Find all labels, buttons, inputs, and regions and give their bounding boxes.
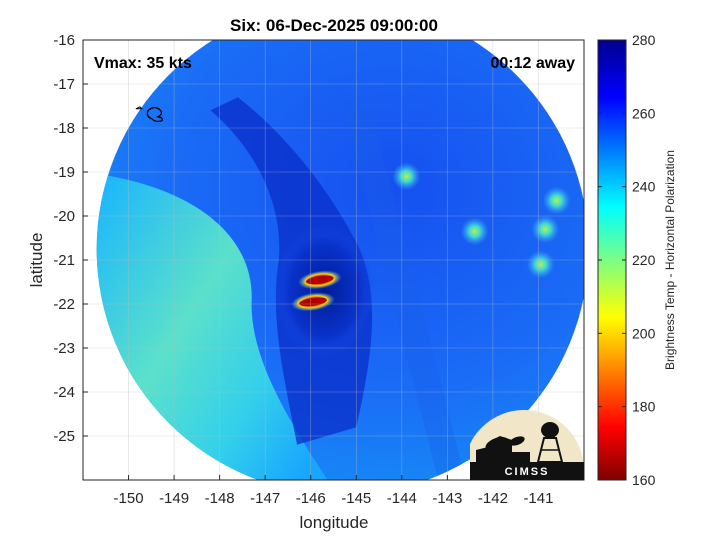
cloud-band-cell-2 — [531, 215, 560, 244]
y-tick-label: -25 — [53, 428, 75, 445]
x-tick-labels: -150 -149 -148 -147 -146 -145 -144 -143 -142 -141 — [114, 475, 553, 507]
colorbar-tick-label: 280 — [632, 32, 656, 48]
y-tick-label: -23 — [53, 340, 75, 357]
eyewall-convection-north-core — [305, 275, 334, 285]
logo-text: CIMSS — [505, 466, 550, 478]
dark-core — [274, 224, 375, 357]
logo-watertank-icon — [541, 422, 559, 438]
x-tick-label: -148 — [205, 490, 235, 507]
cloud-band-cell-1 — [526, 250, 555, 279]
logo-dish-icon — [485, 437, 509, 451]
x-tick-label: -141 — [523, 490, 553, 507]
y-tick-label: -21 — [53, 252, 75, 269]
y-tick-label: -17 — [53, 76, 75, 93]
x-tick-label: -149 — [159, 490, 189, 507]
x-tick-label: -146 — [296, 490, 326, 507]
x-axis-label: longitude — [299, 513, 368, 532]
colorbar-label: Brightness Temp - Horizontal Polarizatio… — [663, 150, 677, 370]
colorbar-tick-label: 220 — [632, 252, 656, 268]
time-offset-annotation: 00:12 away — [490, 55, 575, 72]
cimss-logo: CIMSS — [470, 410, 584, 480]
colorbar-tick-label: 200 — [632, 325, 656, 341]
y-tick-labels: -16 -17 -18 -19 -20 -21 -22 -23 -24 -25 — [53, 32, 88, 445]
colorbar-tick-label: 180 — [632, 399, 656, 415]
x-tick-label: -147 — [250, 490, 280, 507]
x-tick-label: -142 — [478, 490, 508, 507]
island-outline — [135, 106, 164, 123]
logo-band — [470, 462, 584, 480]
cloud-band-cell-5 — [460, 217, 489, 246]
x-tick-label: -143 — [432, 490, 462, 507]
feature-layer — [291, 162, 571, 312]
island-shape — [146, 106, 164, 123]
y-tick-label: -16 — [53, 32, 75, 49]
x-tick-label: -145 — [341, 490, 371, 507]
y-axis-label: latitude — [27, 233, 46, 288]
colorbar-ticks: 160 180 200 220 240 260 280 — [598, 32, 656, 488]
island-islet — [135, 106, 144, 110]
y-tick-label: -18 — [53, 120, 75, 137]
colorbar-tick-label: 160 — [632, 472, 656, 488]
colorbar-tick-label: 240 — [632, 179, 656, 195]
x-tick-label: -150 — [114, 490, 144, 507]
logo-building-icon — [476, 436, 530, 462]
colorbar-tick-label: 260 — [632, 105, 656, 121]
cloud-band-cell-4 — [392, 162, 421, 191]
swath-seam — [342, 106, 466, 480]
colorbar — [597, 39, 627, 481]
y-tick-label: -20 — [53, 208, 75, 225]
logo-tower-icon — [536, 437, 564, 463]
x-tick-label: -144 — [387, 490, 417, 507]
logo-dish-small-icon — [509, 436, 525, 446]
vmax-annotation: Vmax: 35 kts — [94, 55, 192, 72]
y-tick-label: -22 — [53, 296, 75, 313]
cloud-band-cell-3 — [542, 186, 571, 215]
y-tick-label: -24 — [53, 384, 75, 401]
chart-title: Six: 06-Dec-2025 09:00:00 — [230, 16, 438, 35]
y-tick-label: -19 — [53, 164, 75, 181]
